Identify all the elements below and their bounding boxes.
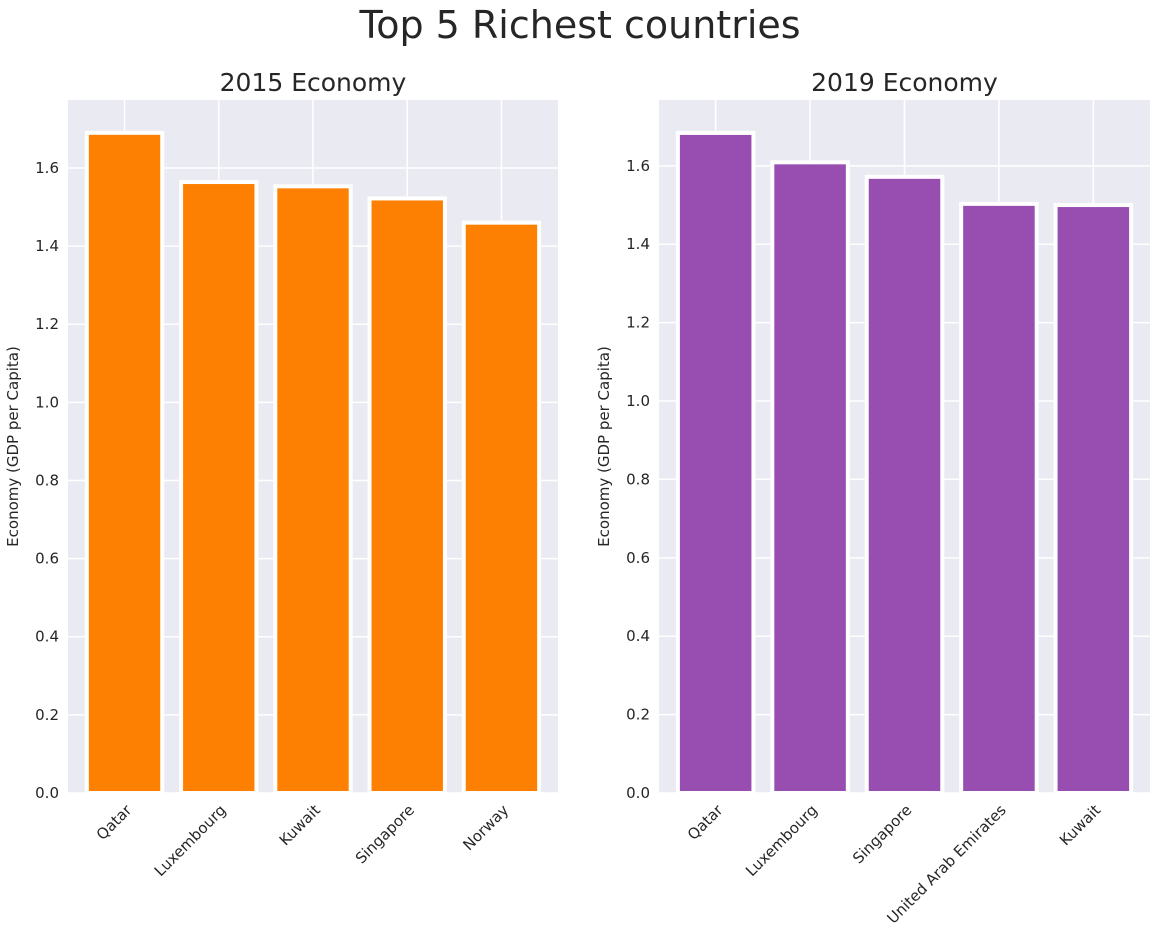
chart-title-2015: 2015 Economy <box>220 68 407 97</box>
x-tick-label-2015-1: Luxembourg <box>151 801 230 880</box>
x-tick-labels-2015: Qatar Luxembourg Kuwait Singapore Norway <box>93 801 513 880</box>
y-tick-label-2015-2: 0.4 <box>35 628 59 646</box>
y-tick-label-2019-6: 1.2 <box>626 314 650 332</box>
y-tick-label-2019-0: 0.0 <box>626 784 650 802</box>
chart-2015-economy: 0.0 0.2 0.4 0.6 0.8 1.0 1.2 1.4 1.6 Qatar Luxembo… <box>4 68 558 880</box>
y-tick-label-2015-3: 0.6 <box>35 550 59 568</box>
chart-title-2019: 2019 Economy <box>811 68 998 97</box>
bar-2019-singapore <box>864 174 945 795</box>
chart-2019-economy: 0.0 0.2 0.4 0.6 0.8 1.0 1.2 1.4 1.6 Qatar Luxembo… <box>595 68 1150 927</box>
bar-2019-kuwait <box>1053 203 1134 796</box>
bar-2015-luxembourg <box>179 180 259 795</box>
bars-2015 <box>84 130 542 796</box>
x-tick-label-2015-4: Norway <box>459 801 512 854</box>
bar-2015-norway <box>461 220 542 795</box>
y-axis-label-2015: Economy (GDP per Capita) <box>4 346 22 547</box>
x-tick-label-2019-2: Singapore <box>849 801 915 867</box>
y-tick-label-2019-3: 0.6 <box>626 549 650 567</box>
figure-title: Top 5 Richest countries <box>358 3 800 47</box>
bar-2015-qatar <box>84 130 165 796</box>
bar-2015-singapore <box>367 196 447 795</box>
bar-2015-kuwait <box>273 184 353 795</box>
y-tick-label-2019-8: 1.6 <box>626 157 650 175</box>
y-tick-label-2015-7: 1.4 <box>35 237 59 255</box>
y-tick-labels-2015: 0.0 0.2 0.4 0.6 0.8 1.0 1.2 1.4 1.6 <box>35 159 59 802</box>
bar-2019-qatar <box>675 130 756 795</box>
y-tick-label-2019-2: 0.4 <box>626 627 650 645</box>
y-tick-label-2015-0: 0.0 <box>35 784 59 802</box>
x-tick-label-2019-0: Qatar <box>684 801 727 844</box>
y-tick-label-2015-4: 0.8 <box>35 471 59 489</box>
y-tick-label-2015-1: 0.2 <box>35 706 59 724</box>
y-tick-label-2015-5: 1.0 <box>35 393 59 411</box>
x-tick-label-2019-1: Luxembourg <box>742 801 821 880</box>
y-tick-label-2015-6: 1.2 <box>35 315 59 333</box>
bars-2019 <box>675 130 1134 796</box>
bar-2019-united-arab-emirates <box>959 201 1039 796</box>
y-tick-label-2019-4: 0.8 <box>626 470 650 488</box>
y-tick-label-2019-5: 1.0 <box>626 392 650 410</box>
x-tick-label-2015-2: Kuwait <box>276 801 324 849</box>
y-axis-label-2019: Economy (GDP per Capita) <box>595 346 613 547</box>
y-tick-labels-2019: 0.0 0.2 0.4 0.6 0.8 1.0 1.2 1.4 1.6 <box>626 157 650 802</box>
bar-2019-luxembourg <box>770 160 850 796</box>
x-tick-label-2015-3: Singapore <box>352 801 418 867</box>
y-tick-label-2015-8: 1.6 <box>35 159 59 177</box>
x-tick-label-2019-4: Kuwait <box>1056 801 1104 849</box>
y-tick-label-2019-7: 1.4 <box>626 235 650 253</box>
x-tick-label-2015-0: Qatar <box>93 801 136 844</box>
y-tick-label-2019-1: 0.2 <box>626 706 650 724</box>
